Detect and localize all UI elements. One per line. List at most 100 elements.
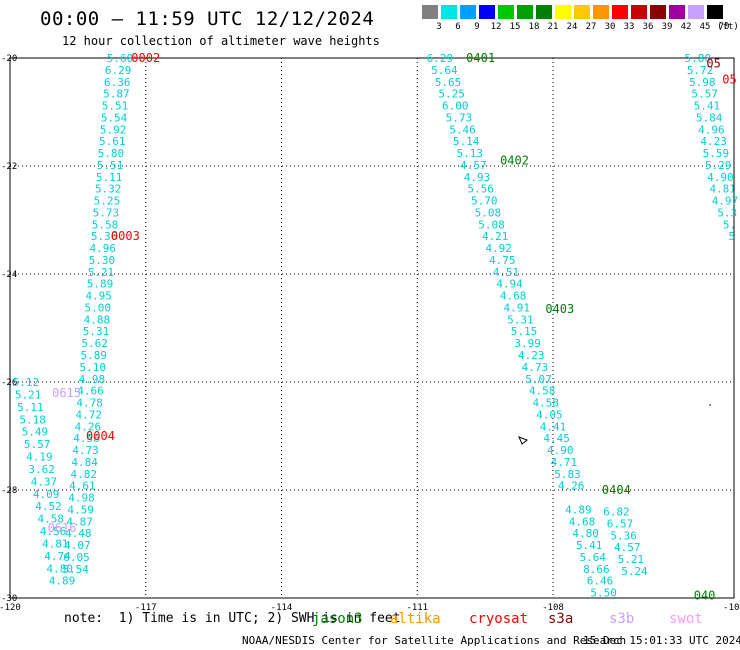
wave-height-value: 5.10 <box>80 361 107 374</box>
legend-label: 12 <box>490 22 502 32</box>
wave-height-value: 5.73 <box>446 111 473 124</box>
satellite-s3b: s3b <box>609 611 635 627</box>
wave-height-value: 5.83 <box>554 468 581 481</box>
wave-height-value: 6.29 <box>427 52 454 65</box>
wave-height-value: 5.21 <box>88 266 115 279</box>
legend-label: 36 <box>642 22 654 32</box>
wave-height-value: 4.78 <box>76 397 103 410</box>
wave-height-value: 5.57 <box>24 438 51 451</box>
wave-height-value: 4.84 <box>71 456 98 469</box>
wave-height-value: 4.73 <box>522 361 549 374</box>
wave-height-value: 4.87 <box>66 515 93 528</box>
wave-height-value: 4.80 <box>47 562 74 575</box>
page-subtitle: 12 hour collection of altimeter wave hei… <box>62 34 380 48</box>
legend-label: 45 <box>699 22 711 32</box>
wave-height-value: 5.21 <box>15 388 42 401</box>
wave-height-value: 4.88 <box>84 313 111 326</box>
wave-height-value: 4.37 <box>31 475 58 488</box>
wave-height-value: 5.50 <box>590 587 617 600</box>
wave-height-value: 4.56 <box>40 525 67 538</box>
pass-number-label: 05 <box>706 56 720 70</box>
wave-height-value: 6.29 <box>105 64 132 77</box>
axis-ticks: -20 -22 -24 -26 -28 -30-120 -117 -114 -111 -108 -1… <box>0 54 740 613</box>
wave-height-value: 4.57 <box>614 541 641 554</box>
lat-tick-label: -20 <box>1 54 17 64</box>
wave-height-value: 5.57 <box>691 88 718 101</box>
wave-height-value: 5.36 <box>610 529 637 542</box>
wave-height-value: 5.49 <box>22 426 49 439</box>
legend-label: 24 <box>566 22 578 32</box>
wave-height-value: 4.92 <box>485 242 512 255</box>
lat-tick-label: -30 <box>1 594 17 604</box>
wave-height-value: 4.90 <box>547 444 574 457</box>
wave-height-value: 5.08 <box>478 218 505 231</box>
lat-tick-label: -26 <box>1 378 17 388</box>
wave-height-value: 5.60 <box>107 52 134 65</box>
wave-height-value: 4.73 <box>72 444 99 457</box>
legend-swatch <box>650 5 666 19</box>
wave-height-value: 4.59 <box>67 503 94 516</box>
wave-height-value: 5.56 <box>467 183 494 196</box>
wave-height-value: 4.58 <box>533 397 560 410</box>
wave-height-tracks: 5.606.296.365.875.515.545.925.615.805.51… <box>13 52 739 600</box>
wave-height-value: 4.56 <box>73 432 100 445</box>
legend-swatch <box>574 5 590 19</box>
wave-height-value: 5.80 <box>685 52 712 65</box>
legend-label: 9 <box>474 22 480 32</box>
wave-height-value: 4.81 <box>709 183 736 196</box>
wave-height-value: 4.94 <box>496 278 523 291</box>
wave-height-value: 5.36 <box>91 230 118 243</box>
note-text: note: 1) Time is in UTC; 2) SWH is in fe… <box>64 611 401 626</box>
wave-height-value: 6.46 <box>587 575 614 588</box>
wave-height-value: 4.58 <box>529 385 556 398</box>
wave-height-value: 4.68 <box>500 290 527 303</box>
legend-label: 39 <box>661 22 673 32</box>
wave-height-value: 4.05 <box>536 408 563 421</box>
pass-number-label: 0403 <box>545 302 574 316</box>
satellite-jason3: jason3 <box>312 611 363 627</box>
wave-height-value: 4.51 <box>493 266 520 279</box>
wave-height-value: 4.48 <box>65 527 92 540</box>
wave-height-value: 4.82 <box>71 468 98 481</box>
wave-height-value: 5. <box>723 218 736 231</box>
wave-height-value: 5.59 <box>703 147 730 160</box>
wave-height-value: 6.05 <box>63 551 90 564</box>
wave-height-value: 5.11 <box>96 171 123 184</box>
lat-tick-label: -22 <box>1 162 17 172</box>
wave-height-value: 5.64 <box>431 64 458 77</box>
pass-number-label: 0004 <box>86 429 115 443</box>
lon-tick-label: -108 <box>542 603 564 613</box>
pass-labels: 0002 0003 0004 0615 0616 0401 0402 0403 0404 040 0… <box>48 51 737 602</box>
wave-height-value: 5.84 <box>696 111 723 124</box>
legend-swatch <box>612 5 628 19</box>
pass-number-label: 0003 <box>111 229 140 243</box>
legend-label: 3 <box>436 22 442 32</box>
legend-label: 18 <box>528 22 540 32</box>
wave-height-value: 4.09 <box>33 488 60 501</box>
generated-timestamp: 15 Dec 15:01:33 UTC 2024 <box>583 634 740 647</box>
legend-swatch <box>536 5 552 19</box>
wave-height-value: 5.51 <box>97 159 124 172</box>
wave-height-value: 5.30 <box>89 254 116 267</box>
wave-height-value: 5.08 <box>475 206 502 219</box>
wave-height-value: 3.62 <box>28 463 55 476</box>
legend-swatch <box>422 5 438 19</box>
wave-height-value: 6.82 <box>603 506 630 519</box>
legend-label: 27 <box>585 22 597 32</box>
wave-height-value: 4.66 <box>77 385 104 398</box>
legend-label: 21 <box>547 22 559 32</box>
wave-height-value: 5.29 <box>705 159 732 172</box>
wave-height-value: 5.64 <box>580 551 607 564</box>
wave-height-value: 4.68 <box>569 515 596 528</box>
wave-height-value: 5.89 <box>80 349 107 362</box>
wave-height-value: 5 <box>728 230 735 243</box>
legend-label: 42 <box>680 22 692 32</box>
wave-height-value: 6.36 <box>104 76 131 89</box>
legend-swatch <box>631 5 647 19</box>
pass-number-label: 0402 <box>500 154 529 168</box>
lon-tick-label: -104 <box>723 603 740 613</box>
wave-height-value: 4.21 <box>482 230 509 243</box>
wave-height-value: 5.80 <box>98 147 125 160</box>
wave-height-value: 4.81 <box>42 537 69 550</box>
wave-height-value: 5.92 <box>100 123 127 136</box>
